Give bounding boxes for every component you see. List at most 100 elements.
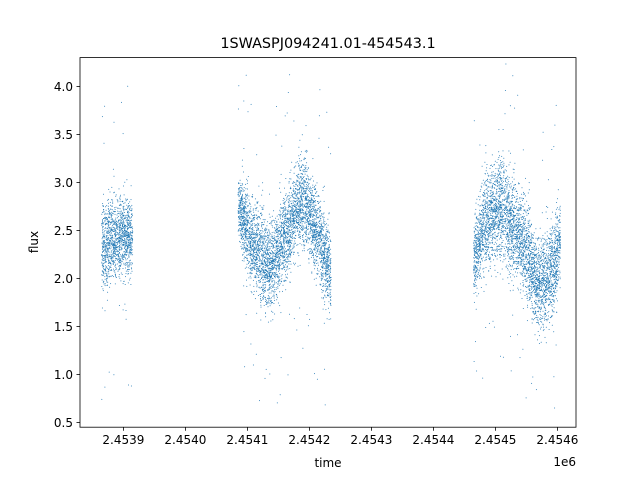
data-point	[289, 240, 291, 242]
data-point	[302, 205, 304, 207]
data-point	[277, 276, 279, 278]
data-point	[255, 226, 257, 228]
data-point	[309, 253, 311, 255]
data-point	[260, 273, 262, 275]
data-point	[255, 259, 257, 261]
data-point	[297, 177, 299, 179]
data-point	[254, 267, 256, 269]
data-point	[317, 221, 319, 223]
data-point	[261, 208, 263, 210]
data-point	[120, 235, 122, 237]
data-point	[312, 184, 314, 186]
data-point	[107, 224, 109, 226]
data-point	[115, 246, 117, 248]
data-point	[126, 263, 128, 265]
data-point	[117, 201, 119, 203]
data-point	[102, 237, 103, 239]
data-point	[268, 248, 270, 250]
data-point	[273, 303, 275, 304]
data-point	[288, 211, 290, 213]
data-point	[303, 177, 304, 179]
data-point	[242, 203, 244, 205]
data-point	[116, 217, 118, 219]
data-point	[304, 173, 306, 175]
data-point	[110, 240, 112, 242]
data-point	[271, 240, 273, 242]
data-point	[321, 245, 323, 247]
data-point	[107, 205, 109, 207]
data-point	[303, 247, 305, 249]
data-point	[106, 237, 108, 239]
data-point	[128, 232, 130, 234]
data-point	[107, 239, 109, 241]
data-point	[113, 227, 115, 229]
data-point	[304, 190, 306, 191]
data-point	[106, 250, 108, 252]
data-point	[315, 225, 317, 226]
data-point	[126, 226, 128, 228]
data-point	[110, 222, 112, 224]
data-point	[291, 218, 293, 219]
data-point	[289, 281, 291, 283]
data-point	[122, 236, 124, 238]
data-point	[248, 219, 250, 221]
data-point	[259, 240, 261, 242]
data-point	[258, 234, 260, 235]
data-point	[262, 208, 264, 210]
data-point	[119, 198, 121, 200]
data-point	[307, 219, 309, 221]
data-point	[111, 254, 112, 256]
data-point	[285, 222, 287, 223]
data-point	[286, 254, 288, 256]
data-point	[252, 254, 254, 256]
data-point	[109, 191, 111, 193]
data-point	[118, 223, 120, 225]
data-point	[118, 253, 120, 255]
data-point	[316, 230, 318, 232]
data-point	[302, 189, 304, 191]
data-point	[257, 274, 259, 276]
data-point	[262, 260, 264, 262]
data-point	[241, 212, 243, 214]
data-point	[300, 182, 302, 184]
data-point	[263, 242, 265, 244]
data-point	[125, 231, 127, 232]
data-point	[322, 237, 324, 239]
data-point	[306, 171, 308, 173]
data-point	[306, 204, 308, 206]
data-point	[124, 233, 126, 235]
data-point	[239, 189, 241, 191]
data-point	[251, 269, 253, 271]
data-point	[276, 234, 278, 236]
data-point	[296, 231, 298, 232]
data-point	[110, 239, 112, 241]
data-point	[250, 206, 252, 208]
data-point	[116, 238, 118, 240]
data-point	[285, 214, 287, 216]
data-point	[315, 256, 317, 258]
data-point	[243, 285, 245, 287]
data-point	[319, 251, 321, 253]
data-point	[261, 275, 263, 277]
data-point	[311, 271, 313, 273]
data-point	[280, 357, 282, 359]
data-point	[302, 164, 304, 166]
data-point	[259, 249, 261, 251]
data-point	[120, 263, 122, 265]
data-point	[319, 233, 321, 235]
data-point	[321, 297, 323, 299]
data-point	[244, 202, 246, 204]
data-point	[253, 269, 255, 270]
data-point	[288, 263, 290, 265]
data-point	[309, 215, 311, 217]
data-point	[277, 264, 279, 266]
data-point	[115, 269, 117, 271]
data-point	[117, 232, 119, 234]
data-point	[304, 171, 306, 173]
data-point	[319, 223, 320, 225]
data-point	[318, 137, 320, 139]
data-point	[120, 255, 122, 257]
data-point	[323, 216, 325, 218]
data-point	[124, 251, 126, 252]
data-point	[322, 261, 324, 263]
